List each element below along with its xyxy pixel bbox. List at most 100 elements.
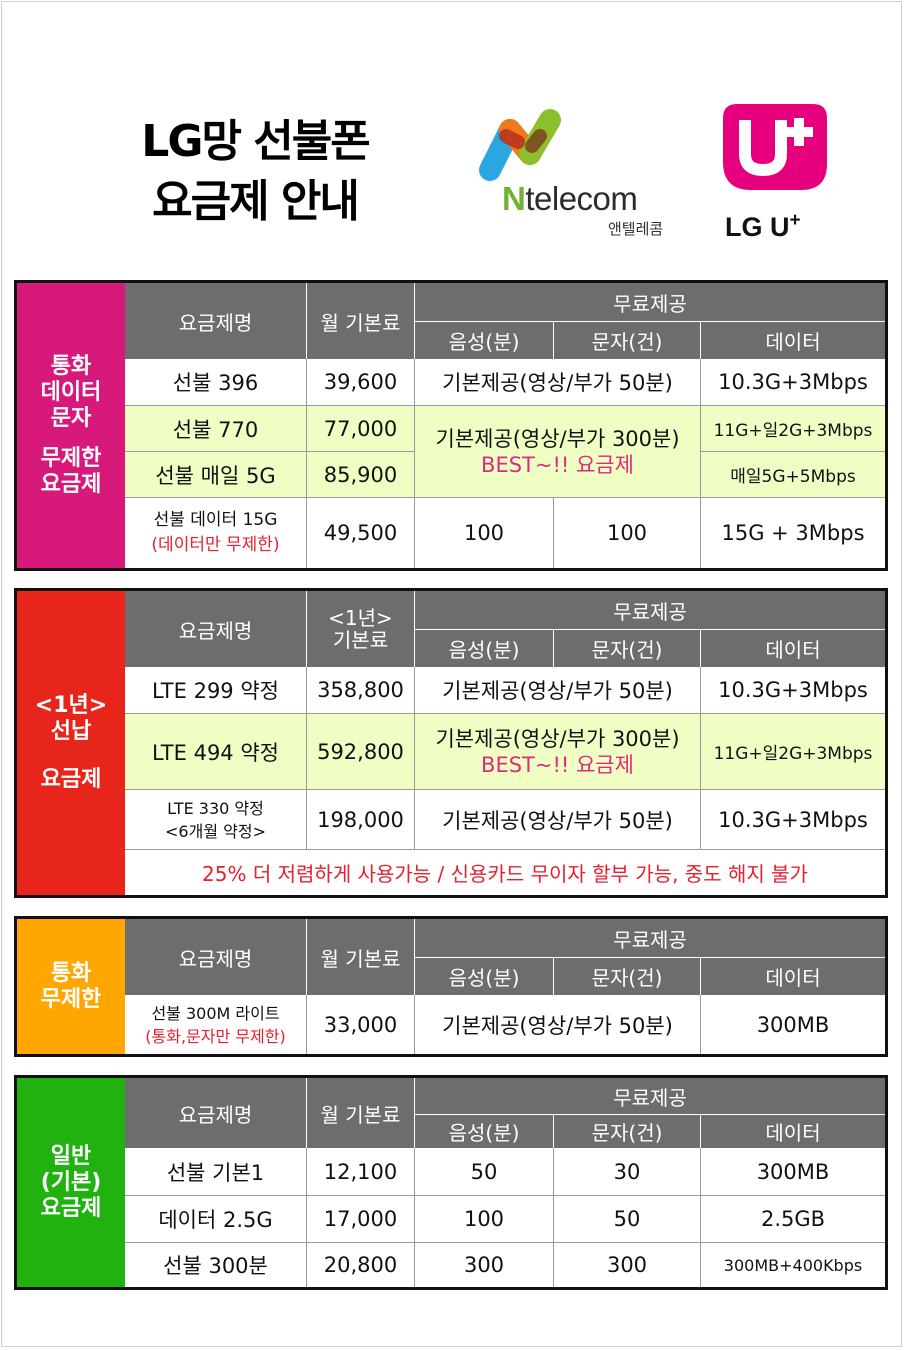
header-sms: 문자(건): [553, 957, 700, 995]
plan-data: 300MB: [700, 995, 885, 1054]
best-badge: BEST~!! 요금제: [481, 452, 634, 477]
plan-fee: 592,800: [306, 713, 414, 789]
plan-name: 선불 396: [172, 371, 259, 395]
header-monthly-fee: 월 기본료: [306, 1078, 414, 1148]
plan-name-line1: LTE 330 약정: [167, 798, 264, 818]
header-monthly-fee: 월 기본료: [306, 283, 414, 359]
plan-name: 데이터 2.5G: [125, 1195, 306, 1242]
plan-name-text: 선불 300M 라이트: [151, 1003, 280, 1023]
section-unlimited-plans: 통화 데이터 문자 무제한 요금제 요금제명 월 기본료 무료제공 음성(분) …: [14, 280, 888, 571]
plan-sms: 300: [553, 1242, 700, 1287]
header-monthly-fee: 월 기본료: [306, 919, 414, 995]
plan-data: 10.3G+3Mbps: [700, 789, 885, 849]
best-badge: BEST~!! 요금제: [481, 752, 634, 777]
header-plan-name: 요금제명: [125, 919, 306, 995]
lgu-mark-icon: [723, 104, 827, 190]
header-data: 데이터: [700, 321, 885, 359]
header-voice: 음성(분): [414, 957, 553, 995]
plan-voice-sms: 기본제공(영상/부가 300분) BEST~!! 요금제: [414, 713, 700, 789]
lgu-wordmark: LG U+: [725, 210, 801, 242]
plan-voice-sms: 기본제공(영상/부가 50분): [414, 995, 700, 1054]
plan-name: LTE 299 약정: [152, 679, 279, 703]
plan-data: 매일5G+5Mbps: [700, 451, 885, 497]
plan-fee: 39,600: [306, 359, 414, 405]
section-call-unlimited: 통화 무제한 요금제명 월 기본료 무료제공 음성(분) 문자(건) 데이터 선…: [14, 916, 888, 1057]
plan-sms: 100: [553, 497, 700, 568]
header-free: 무료제공: [414, 283, 885, 321]
header-free: 무료제공: [414, 1078, 885, 1114]
plan-sms: 30: [553, 1148, 700, 1195]
plan-data: 11G+일2G+3Mbps: [700, 713, 885, 789]
plan-note: (데이터만 무제한): [151, 535, 280, 555]
plan-fee: 198,000: [306, 789, 414, 849]
plan-fee: 77,000: [306, 405, 414, 451]
title-line-2: 요금제 안내: [152, 176, 360, 227]
section-prepaid-annual: <1년> 선납 요금제 요금제명 <1년> 기본료 무료제공 음성(분) 문자(…: [14, 588, 888, 898]
section-basic-plans: 일반 (기본) 요금제 요금제명 월 기본료 무료제공 음성(분) 문자(건) …: [14, 1075, 888, 1290]
header-plan-name: 요금제명: [125, 1078, 306, 1148]
ntelecom-mark-icon: [479, 109, 561, 181]
plan-data: 10.3G+3Mbps: [700, 359, 885, 405]
page-title: LG망 선불폰 요금제 안내: [100, 112, 410, 232]
section3-label: 통화 무제한: [17, 919, 125, 1054]
header-plan-name: 요금제명: [125, 591, 306, 667]
plan-name: 선불 300분: [125, 1242, 306, 1287]
plan-name: 선불 기본1: [166, 1160, 265, 1185]
plan-fee: 49,500: [306, 497, 414, 568]
header-plan-name: 요금제명: [125, 283, 306, 359]
header-voice: 음성(분): [414, 629, 553, 667]
plan-voice: 300: [414, 1242, 553, 1287]
plan-voice-sms: 기본제공(영상/부가 50분): [414, 667, 700, 713]
plan-voice: 100: [414, 497, 553, 568]
plan-name: 선불 매일 5G: [125, 451, 306, 497]
plan-fee: 85,900: [306, 451, 414, 497]
header-voice: 음성(분): [414, 321, 553, 359]
header-sms: 문자(건): [553, 1114, 700, 1148]
plan-voice-sms: 기본제공(영상/부가 50분): [414, 789, 700, 849]
lgu-logo: LG U+: [715, 98, 845, 248]
header-data: 데이터: [700, 629, 885, 667]
section4-label: 일반 (기본) 요금제: [17, 1078, 125, 1287]
section1-label: 통화 데이터 문자 무제한 요금제: [17, 283, 125, 568]
plan-data: 2.5GB: [700, 1195, 885, 1242]
plan-name: 선불 300M 라이트 (통화,문자만 무제한): [125, 995, 306, 1054]
ntelecom-korean: 앤텔레콤: [608, 220, 664, 238]
voice-sms-text: 기본제공(영상/부가 300분): [435, 726, 680, 751]
voice-sms-text: 기본제공(영상/부가 300분): [435, 426, 680, 451]
plan-voice: 50: [414, 1148, 553, 1195]
plan-name: LTE 330 약정 <6개월 약정>: [125, 789, 306, 849]
section2-label: <1년> 선납 요금제: [17, 591, 125, 895]
plan-name: 선불 데이터 15G (데이터만 무제한): [125, 497, 306, 568]
plan-data: 300MB+400Kbps: [700, 1242, 885, 1287]
header-sms: 문자(건): [553, 629, 700, 667]
plan-voice-sms: 기본제공(영상/부가 50분): [414, 359, 700, 405]
plan-voice: 100: [414, 1195, 553, 1242]
plan-voice-sms-merged: 기본제공(영상/부가 300분) BEST~!! 요금제: [414, 405, 700, 497]
header-free: 무료제공: [414, 919, 885, 957]
plan-note: (통화,문자만 무제한): [145, 1026, 286, 1046]
plan-name-line2: <6개월 약정>: [165, 821, 266, 841]
plan-fee: 20,800: [306, 1242, 414, 1287]
plan-name: 선불 770: [125, 405, 306, 451]
header-free: 무료제공: [414, 591, 885, 629]
ntelecom-logo: Ntelecom 앤텔레콤: [470, 108, 680, 240]
plan-data: 15G + 3Mbps: [700, 497, 885, 568]
plan-name-text: 선불 데이터 15G: [153, 510, 278, 530]
plan-fee: 12,100: [306, 1148, 414, 1195]
section2-footnote: 25% 더 저렴하게 사용가능 / 신용카드 무이자 할부 가능, 중도 해지 …: [125, 849, 885, 895]
header-data: 데이터: [700, 1114, 885, 1148]
plan-data: 11G+일2G+3Mbps: [700, 405, 885, 451]
title-line-1: LG망 선불폰: [141, 116, 370, 167]
plan-fee: 33,000: [306, 995, 414, 1054]
plan-fee: 358,800: [306, 667, 414, 713]
plan-fee: 17,000: [306, 1195, 414, 1242]
header-sms: 문자(건): [553, 321, 700, 359]
header-annual-fee: <1년> 기본료: [306, 591, 414, 667]
plan-sms: 50: [553, 1195, 700, 1242]
header-data: 데이터: [700, 957, 885, 995]
plan-data: 10.3G+3Mbps: [700, 667, 885, 713]
plan-name: LTE 494 약정: [125, 713, 306, 789]
header-voice: 음성(분): [414, 1114, 553, 1148]
ntelecom-wordmark: Ntelecom: [502, 180, 638, 217]
